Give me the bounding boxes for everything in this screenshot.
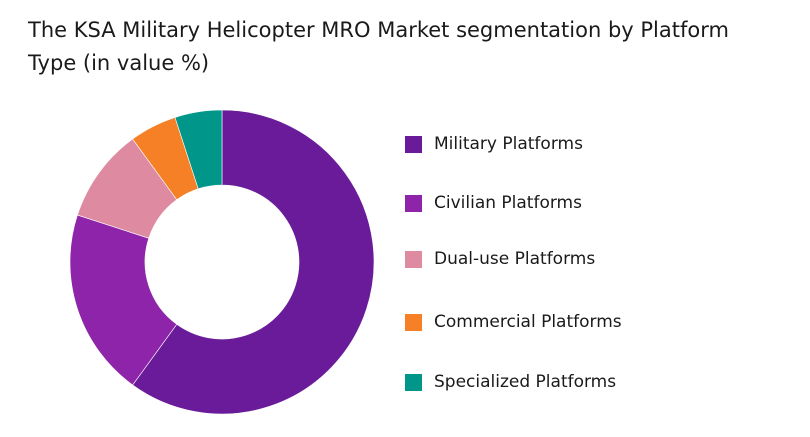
legend-label: Civilian Platforms <box>434 193 582 213</box>
chart-title: The KSA Military Helicopter MRO Market s… <box>28 18 729 75</box>
legend-label: Dual-use Platforms <box>434 249 596 269</box>
legend-swatch <box>405 313 422 331</box>
legend-item: Dual-use Platforms <box>405 249 595 269</box>
slice-civilian-platforms <box>69 214 178 386</box>
legend-label: Military Platforms <box>434 134 583 154</box>
legend-label: Specialized Platforms <box>434 372 617 392</box>
legend-item: Military Platforms <box>405 134 583 154</box>
legend-item: Civilian Platforms <box>405 193 582 213</box>
legend-swatch <box>405 194 422 212</box>
legend-item: Commercial Platforms <box>405 312 622 332</box>
slice-military-platforms <box>132 109 375 415</box>
legend-swatch <box>405 135 422 153</box>
slice-specialized-platforms <box>174 109 223 190</box>
legend-item: Specialized Platforms <box>405 372 616 392</box>
legend-swatch <box>405 373 422 391</box>
legend-swatch <box>405 250 422 268</box>
legend-label: Commercial Platforms <box>434 312 622 332</box>
